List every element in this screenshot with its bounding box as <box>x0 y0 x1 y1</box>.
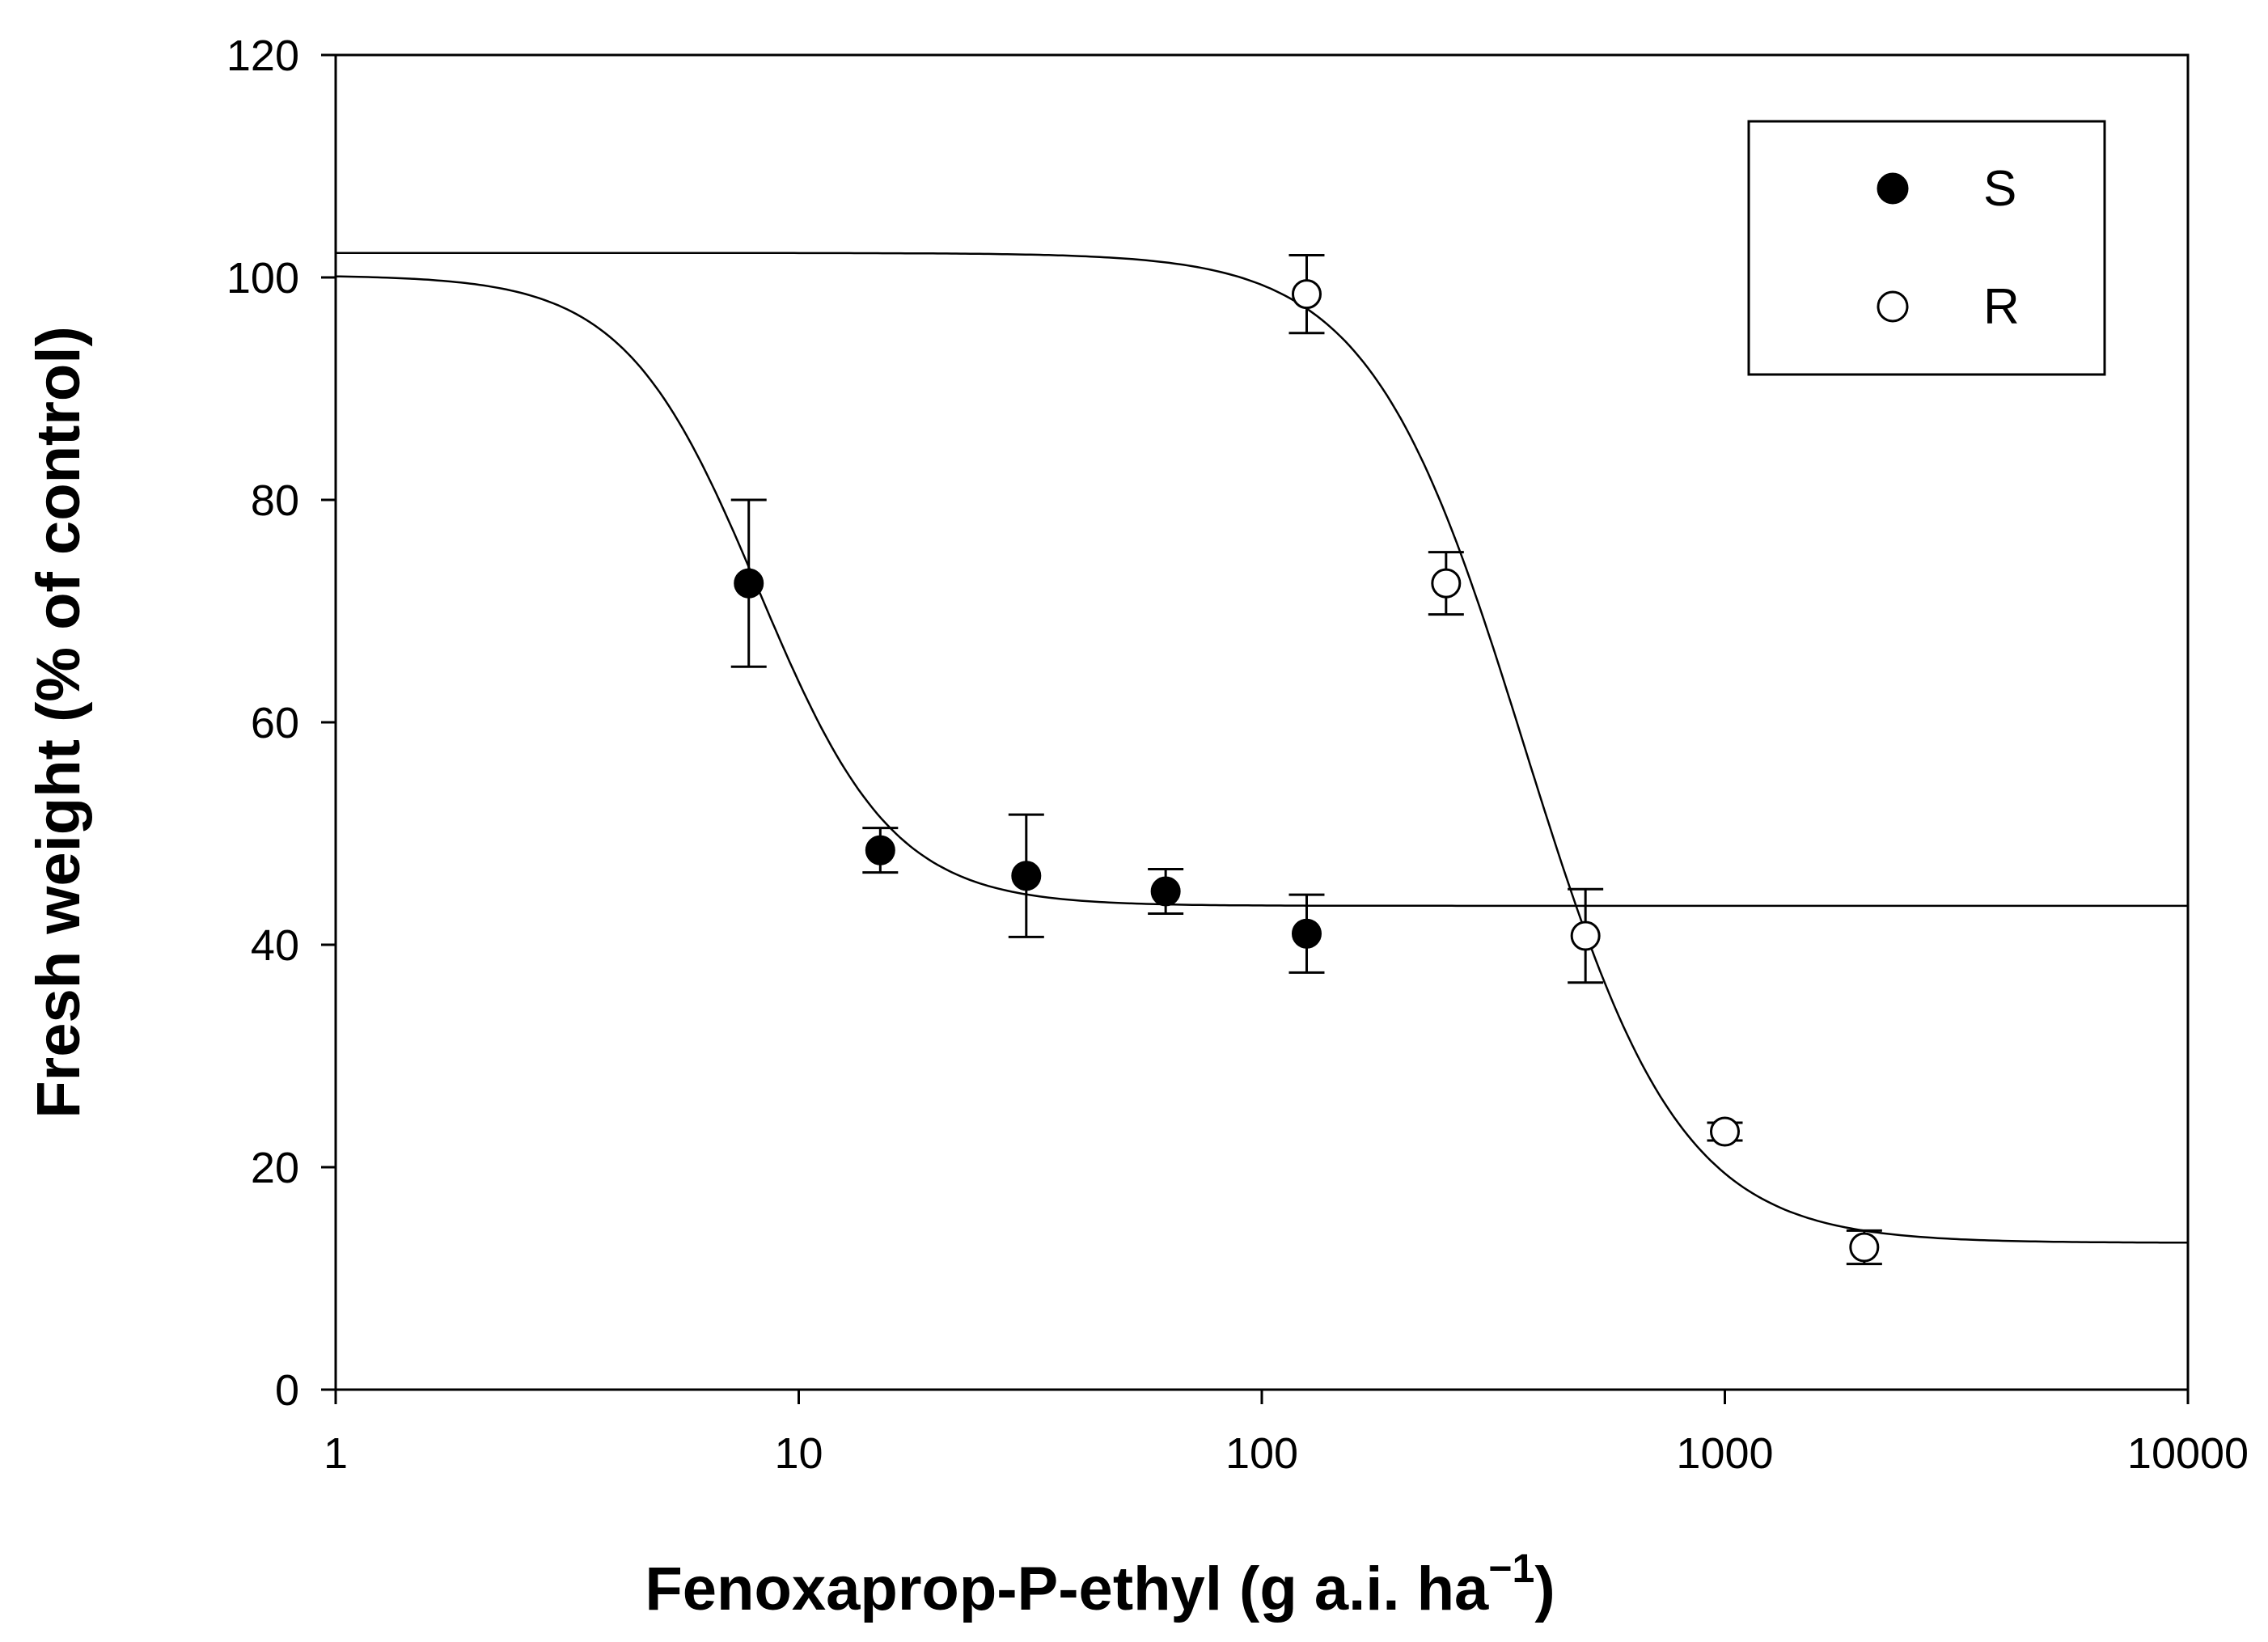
point-r <box>1431 568 1462 599</box>
x-axis-title-superscript: −1 <box>1488 1546 1534 1591</box>
y-tick-label: 80 <box>251 476 299 525</box>
fit-curve-r <box>336 252 2188 1244</box>
fit-curves <box>335 252 2188 1244</box>
point-s <box>1291 918 1322 949</box>
y-tick-label: 100 <box>226 254 299 303</box>
x-tick-label: 100 <box>1225 1429 1298 1478</box>
x-axis-title-main: Fenoxaprop-P-ethyl (g a.i. ha <box>645 1555 1489 1623</box>
point-s <box>1150 876 1181 907</box>
point-s <box>734 568 764 599</box>
point-r <box>1570 920 1601 951</box>
axis-ticks: 1 10 100 1000 10000 0 20 40 60 80 100 120 <box>226 32 2249 1478</box>
point-r <box>1710 1116 1740 1147</box>
x-tick-label: 10000 <box>2127 1429 2249 1478</box>
x-axis-title: Fenoxaprop-P-ethyl (g a.i. ha−1) <box>645 1546 1555 1623</box>
x-axis-title-suffix: ) <box>1534 1555 1555 1623</box>
point-s <box>1011 861 1042 891</box>
y-tick-label: 20 <box>251 1144 299 1192</box>
legend-box <box>1747 120 2106 376</box>
point-s <box>865 835 895 865</box>
fit-curve-s <box>335 275 2188 908</box>
point-r <box>1849 1232 1880 1263</box>
data-marks <box>730 254 1882 1266</box>
x-tick-label: 1 <box>324 1429 348 1478</box>
legend: S R <box>1747 120 2106 376</box>
y-tick-label: 40 <box>251 921 299 970</box>
y-tick-label: 120 <box>226 32 299 80</box>
point-r <box>1291 279 1322 310</box>
legend-label-s: S <box>1983 161 2016 217</box>
x-tick-label: 10 <box>774 1429 823 1478</box>
legend-label-r: R <box>1983 279 2020 335</box>
legend-marker-s <box>1877 172 1909 205</box>
y-axis-title: Fresh weight (% of control) <box>24 326 93 1119</box>
y-tick-label: 60 <box>251 699 299 747</box>
legend-marker-r <box>1877 290 1909 323</box>
x-tick-label: 1000 <box>1676 1429 1773 1478</box>
y-tick-label: 0 <box>275 1366 299 1415</box>
